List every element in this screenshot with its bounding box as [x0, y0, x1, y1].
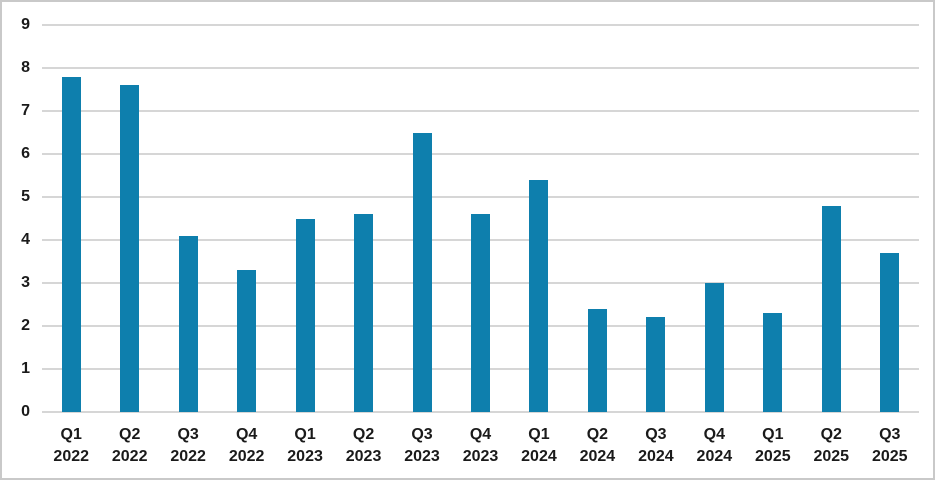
- gridline: [42, 24, 919, 26]
- bar: [412, 132, 432, 412]
- y-axis-tick-label: 1: [21, 360, 30, 377]
- bar: [704, 283, 724, 412]
- bar: [237, 270, 257, 412]
- x-axis-tick-label: Q3 2023: [404, 426, 440, 465]
- bar: [354, 214, 374, 412]
- bar: [880, 252, 900, 412]
- x-axis-tick-label: Q2 2025: [813, 426, 850, 465]
- x-axis-tick-label: Q4 2023: [462, 426, 499, 465]
- bar: [587, 308, 607, 412]
- bar: [120, 85, 140, 412]
- x-axis-tick-label: Q2 2022: [111, 426, 148, 465]
- gridline: [42, 67, 919, 69]
- y-axis-tick-label: 9: [21, 16, 30, 33]
- gridline: [42, 196, 919, 198]
- y-axis-tick-label: 6: [21, 145, 30, 162]
- bar: [821, 205, 841, 412]
- x-axis-tick-label: Q4 2024: [696, 426, 733, 465]
- y-axis-tick-label: 7: [21, 102, 30, 119]
- x-axis-tick-label: Q1 2022: [53, 426, 90, 465]
- bar: [178, 235, 198, 412]
- bar: [61, 76, 81, 412]
- y-axis-tick-label: 0: [21, 403, 30, 420]
- x-axis-tick-label: Q2 2024: [579, 426, 616, 465]
- x-axis-tick-label: Q4 2022: [228, 426, 265, 465]
- y-axis-tick-label: 2: [21, 317, 30, 334]
- bar: [529, 179, 549, 412]
- bar: [763, 313, 783, 412]
- bar: [471, 214, 490, 412]
- y-axis-tick-label: 3: [21, 274, 30, 291]
- x-axis-tick-label: Q3 2024: [638, 426, 674, 465]
- x-axis-tick-label: Q1 2024: [521, 426, 557, 465]
- gridline: [42, 110, 919, 112]
- gridline: [42, 153, 919, 155]
- x-axis-tick-label: Q3 2022: [170, 426, 206, 465]
- y-axis-tick-label: 4: [21, 231, 30, 248]
- x-axis-tick-label: Q2 2023: [345, 426, 382, 465]
- bar: [646, 317, 666, 412]
- x-axis-tick-label: Q1 2023: [287, 426, 323, 465]
- y-axis-tick-label: 8: [21, 59, 30, 76]
- x-axis-tick-label: Q3 2025: [871, 426, 908, 465]
- bar: [295, 218, 315, 412]
- x-axis-tick-label: Q1 2025: [755, 426, 791, 465]
- gridline: [42, 411, 919, 413]
- y-axis-tick-label: 5: [21, 188, 30, 205]
